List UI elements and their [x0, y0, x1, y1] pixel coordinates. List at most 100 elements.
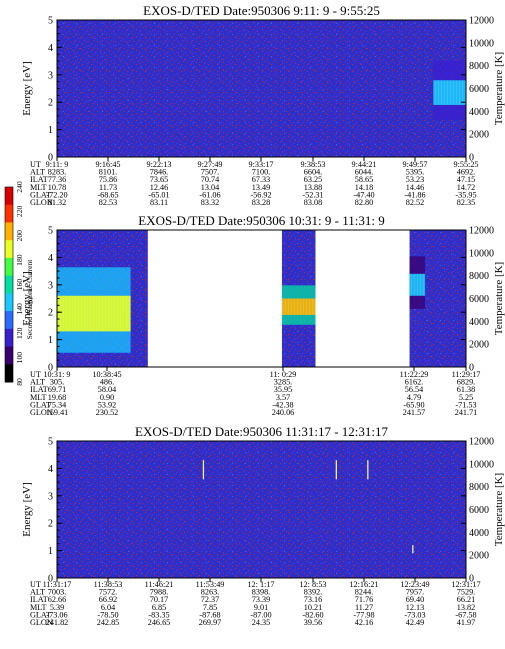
- y-tick-label: 0: [48, 153, 53, 164]
- ephemeris-value: 7572.: [99, 588, 117, 597]
- colorbar-swatch: [5, 328, 13, 348]
- ephemeris-value: 7846.: [150, 168, 168, 177]
- ephemeris-value: 3.57: [276, 393, 290, 402]
- y-tick-label: 3: [48, 280, 53, 291]
- ephemeris-value: 12.46: [150, 183, 168, 192]
- ephemeris-value: 69.40: [406, 595, 424, 604]
- ephemeris-value: 269.97: [199, 618, 222, 627]
- y-tick-label: 5: [48, 16, 53, 27]
- colorbar-tick-label: 160: [15, 279, 24, 291]
- ephemeris-row-label: ILAT: [30, 385, 48, 394]
- ephemeris-value: 66.21: [457, 595, 475, 604]
- ephemeris-value: 6829.: [457, 378, 475, 387]
- ephemeris-value: 42.49: [406, 618, 424, 627]
- y2-tick-label: 4000: [469, 107, 489, 118]
- ephemeris-value: 4.79: [407, 393, 421, 402]
- ephemeris-value: 11: 0:29: [270, 370, 297, 379]
- ephemeris-value: -61.06: [199, 190, 220, 199]
- ephemeris-value: -87.00: [250, 610, 271, 619]
- ephemeris-value: -72.20: [46, 190, 67, 199]
- y-axis-label: Energy [eV]: [21, 61, 33, 115]
- ephemeris-value: 83.11: [150, 198, 168, 207]
- ephemeris-value: 73.39: [252, 595, 270, 604]
- ephemeris-value: 82.53: [99, 198, 117, 207]
- ephemeris-value: 6.85: [152, 603, 166, 612]
- ephemeris-value: 10.21: [304, 603, 322, 612]
- ephemeris-row-label: UT: [30, 160, 41, 169]
- ephemeris-value: 11.27: [355, 603, 373, 612]
- ephemeris-value: 11:46:21: [145, 580, 174, 589]
- y2-tick-label: 6000: [469, 84, 489, 95]
- y-axis-label: Energy [eV]: [21, 271, 33, 325]
- y2-tick-label: 8000: [469, 482, 489, 493]
- y-axis-label: Energy [eV]: [21, 482, 33, 536]
- ephemeris-value: 9:33:17: [248, 160, 273, 169]
- ephemeris-value: 10:31: 9: [43, 370, 70, 379]
- panel-title: EXOS-D/TED Date:950306 11:31:17 - 12:31:…: [135, 424, 388, 439]
- ephemeris-value: -73.06: [46, 610, 67, 619]
- y2-tick-label: 6000: [469, 294, 489, 305]
- ephemeris-value: 9:22:13: [146, 160, 171, 169]
- panel-2: 0 1 2 3 4 5 0 2000 4000 6000 8000 10000 12000 Energy …: [21, 213, 505, 417]
- ephemeris-value: 12.13: [406, 603, 424, 612]
- ephemeris-value: 5395.: [406, 168, 424, 177]
- ephemeris-value: 6.04: [101, 603, 115, 612]
- ephemeris-value: 241.57: [403, 408, 426, 417]
- colorbar-swatch: [5, 204, 13, 223]
- ephemeris-value: 8398.: [252, 588, 270, 597]
- ephemeris-row-label: MLT: [30, 393, 47, 402]
- ephemeris-value: 47.15: [457, 175, 475, 184]
- ephemeris-value: -87.68: [199, 610, 220, 619]
- colorbar-label: Second Harmonic Current: [25, 259, 34, 340]
- colorbar-swatch: [5, 240, 13, 259]
- data-noise: [57, 441, 466, 578]
- ephemeris-value: 11:53:49: [196, 580, 225, 589]
- ephemeris-row-label: GLON: [30, 618, 53, 627]
- y-tick-label: 0: [48, 574, 53, 585]
- ephemeris-value: 71.76: [355, 595, 373, 604]
- ephemeris-value: 82.52: [406, 198, 424, 207]
- ephemeris-value: 230.52: [96, 408, 119, 417]
- ephemeris-value: 14.46: [406, 183, 424, 192]
- ephemeris-value: 77.36: [48, 175, 66, 184]
- colorbar-tick-label: 80: [15, 378, 24, 386]
- ephemeris-value: 75.34: [48, 400, 66, 409]
- ephemeris-value: 9:27:49: [197, 160, 222, 169]
- ephemeris-value: 8283.: [48, 168, 66, 177]
- ephemeris-value: -65.01: [148, 190, 169, 199]
- ephemeris-value: 39.56: [304, 618, 322, 627]
- colorbar-tick-label: 180: [15, 254, 24, 266]
- colorbar-swatch: [5, 222, 13, 241]
- ephemeris-value: -73.03: [404, 610, 425, 619]
- ephemeris-value: 83.28: [252, 198, 270, 207]
- ephemeris-row-label: GLAT: [30, 190, 51, 199]
- ephemeris-value: 53.23: [406, 175, 424, 184]
- ephemeris-value: -77.98: [353, 610, 374, 619]
- ephemeris-value: 8263.: [201, 588, 219, 597]
- y2-tick-label: 6000: [469, 505, 489, 516]
- y2-axis-label: Temperature [K]: [493, 473, 505, 546]
- ephemeris-value: 73.65: [150, 175, 168, 184]
- ephemeris-value: 8101.: [99, 168, 117, 177]
- ephemeris-value: -78.50: [97, 610, 118, 619]
- y2-tick-label: 12000: [469, 16, 494, 27]
- ephemeris-value: 6162.: [405, 378, 423, 387]
- ephemeris-value: 7529.: [457, 588, 475, 597]
- y-tick-label: 5: [48, 226, 53, 237]
- ephemeris-value: 69.71: [48, 385, 66, 394]
- ephemeris-value: 11:31:17: [43, 580, 72, 589]
- ephemeris-value: 13.82: [457, 603, 475, 612]
- ephemeris-value: 7100.: [252, 168, 270, 177]
- y-tick-label: 4: [48, 464, 53, 475]
- ephemeris-value: 6044.: [355, 168, 373, 177]
- y2-tick-label: 0: [469, 363, 474, 374]
- ephemeris-value: 6604.: [304, 168, 322, 177]
- ephemeris-row-label: MLT: [30, 603, 47, 612]
- ephemeris-value: 83.32: [201, 198, 219, 207]
- colorbar-swatch: [5, 293, 13, 312]
- ephemeris-value: -67.58: [455, 610, 476, 619]
- ephemeris-value: 73.16: [304, 595, 322, 604]
- y-tick-label: 3: [48, 491, 53, 502]
- ephemeris-value: 486.: [100, 378, 114, 387]
- ephemeris-value: 66.92: [99, 595, 117, 604]
